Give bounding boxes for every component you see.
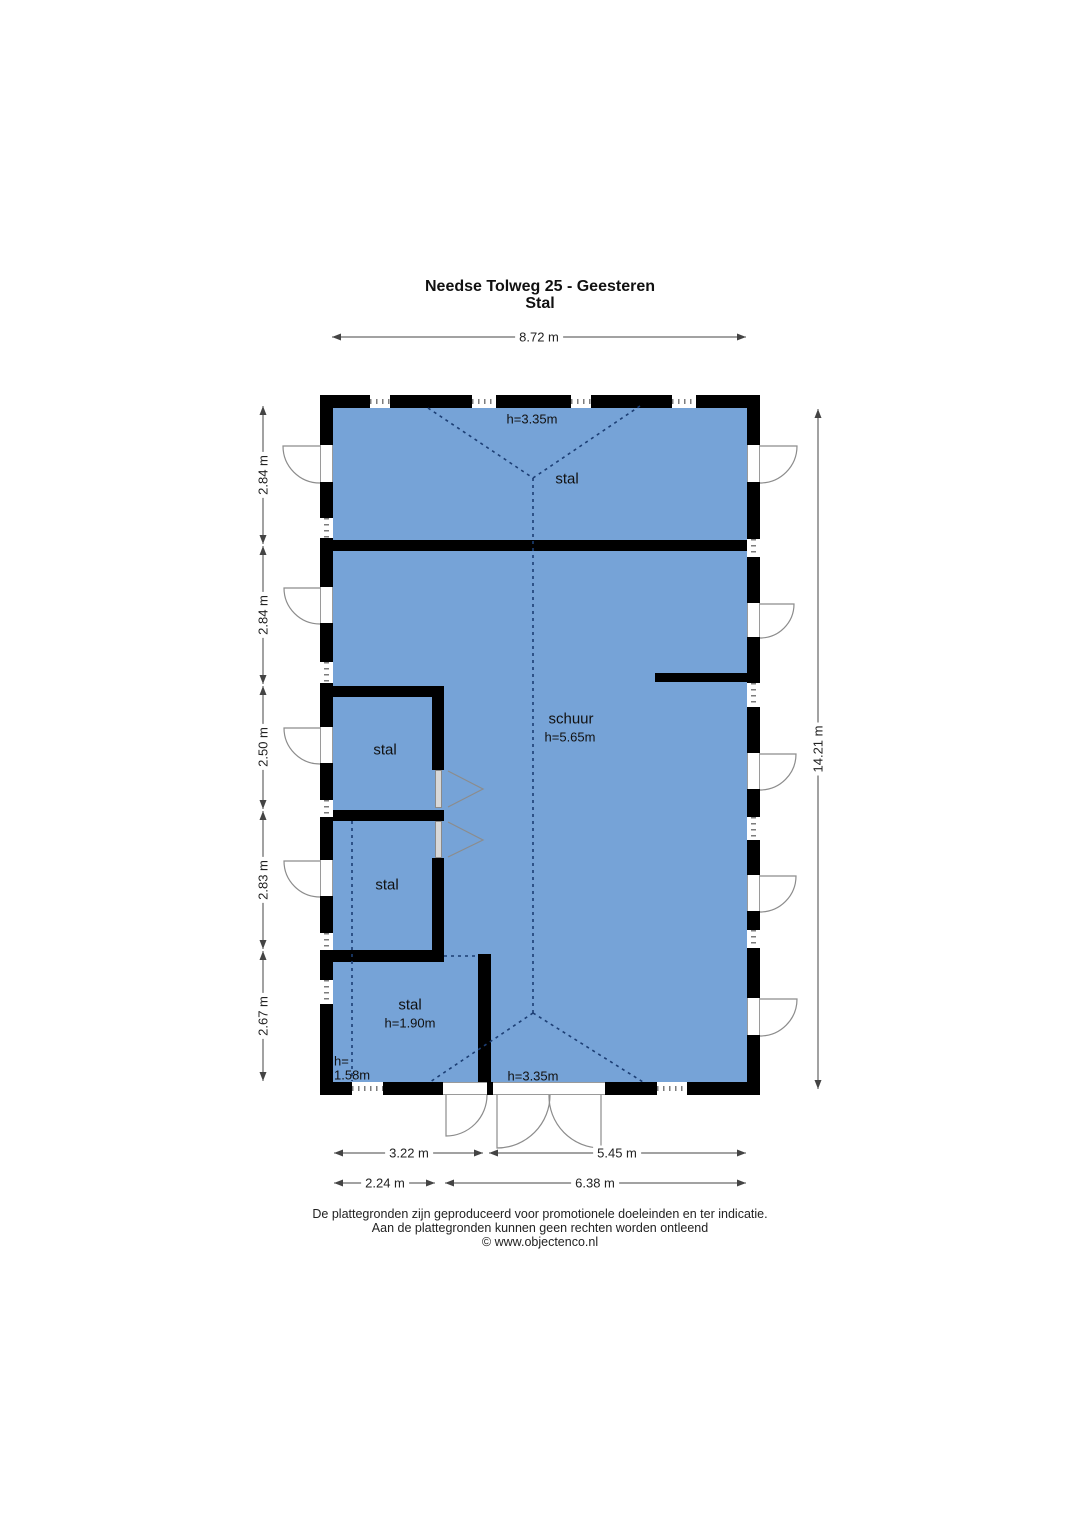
window	[747, 539, 760, 557]
dim-label-left: 2.67 m	[255, 993, 271, 1039]
double-door-opening	[493, 1082, 605, 1095]
room-height-label: h=5.65m	[544, 729, 596, 745]
wall-segment	[333, 950, 438, 962]
room-label-stal-lower: stal	[375, 876, 399, 894]
window	[320, 933, 333, 950]
window	[320, 800, 333, 817]
interior-door-leaf	[435, 821, 442, 858]
door-opening	[320, 860, 333, 896]
door-swing-arc	[759, 603, 795, 639]
wall-segment	[333, 540, 747, 551]
copyright-line: © www.objectenco.nl	[481, 1235, 599, 1249]
window	[747, 930, 760, 948]
door-opening	[747, 753, 760, 789]
window	[352, 1082, 383, 1095]
door-opening	[747, 445, 760, 482]
wall-segment	[655, 673, 747, 682]
window	[747, 683, 760, 707]
room-height-label: h=3.35m	[507, 1068, 559, 1084]
disclaimer-line: De plattegronden zijn geproduceerd voor …	[312, 1207, 768, 1221]
dim-label-left: 2.84 m	[255, 592, 271, 638]
room-height-label: h=3.35m	[506, 411, 558, 427]
door-opening	[320, 445, 333, 482]
dim-label-left: 2.84 m	[255, 452, 271, 498]
wall-segment	[432, 858, 444, 962]
dim-label-bottom: 5.45 m	[593, 1145, 641, 1161]
door-opening	[747, 603, 760, 637]
room-height-label: h=1.90m	[384, 1015, 436, 1031]
window	[370, 395, 390, 408]
door-swing-arc	[759, 875, 797, 913]
dim-label-left: 2.50 m	[255, 724, 271, 770]
dim-label-right: 14.21 m	[810, 722, 826, 776]
disclaimer: De plattegronden zijn geproduceerd voor …	[0, 1207, 1080, 1249]
door-swing-arc	[283, 587, 321, 625]
door-swing-arc	[496, 1094, 551, 1149]
door-opening	[320, 587, 333, 623]
window	[320, 662, 333, 683]
window	[747, 817, 760, 840]
interior-door-leaf	[435, 770, 442, 808]
door-opening	[443, 1082, 487, 1095]
door-swing-arc	[445, 1094, 488, 1137]
room-label-stal-bottom: stal	[398, 996, 422, 1014]
room-height-label: 1.58m	[334, 1067, 371, 1083]
window	[320, 518, 333, 538]
disclaimer-line: Aan de plattegronden kunnen geen rechten…	[371, 1221, 709, 1235]
door-swing-arc	[283, 727, 321, 765]
title-address: Needse Tolweg 25 - Geesteren	[424, 278, 655, 295]
door-swing-arc	[283, 860, 321, 898]
wall-segment	[478, 954, 491, 1082]
wall-segment	[333, 810, 444, 821]
door-swing-arc	[759, 445, 798, 484]
room-label-schuur: schuur	[548, 710, 594, 728]
wall-segment	[333, 686, 444, 697]
window	[571, 395, 591, 408]
window	[320, 980, 333, 1004]
door-swing-arc	[548, 1094, 602, 1149]
wall-segment	[432, 697, 444, 770]
door-swing-arc	[759, 753, 797, 791]
window	[657, 1082, 687, 1095]
dim-label-bottom: 2.24 m	[361, 1175, 409, 1191]
door-swing-arc	[282, 445, 321, 484]
dim-label-bottom: 3.22 m	[385, 1145, 433, 1161]
window	[472, 395, 496, 408]
window	[672, 395, 696, 408]
dim-label-top: 8.72 m	[515, 329, 563, 345]
page-title: Needse Tolweg 25 - Geesteren Stal	[0, 278, 1080, 312]
dim-label-bottom: 6.38 m	[571, 1175, 619, 1191]
building-floor	[333, 408, 747, 1082]
door-swing-arc	[759, 998, 798, 1037]
room-label-stal-mid: stal	[373, 741, 397, 759]
door-opening	[747, 875, 760, 911]
door-opening	[747, 998, 760, 1035]
room-label-stal-top: stal	[555, 470, 579, 488]
dim-label-left: 2.83 m	[255, 857, 271, 903]
door-opening	[320, 727, 333, 763]
title-subtitle: Stal	[525, 295, 555, 312]
room-height-label: h=	[334, 1053, 349, 1069]
